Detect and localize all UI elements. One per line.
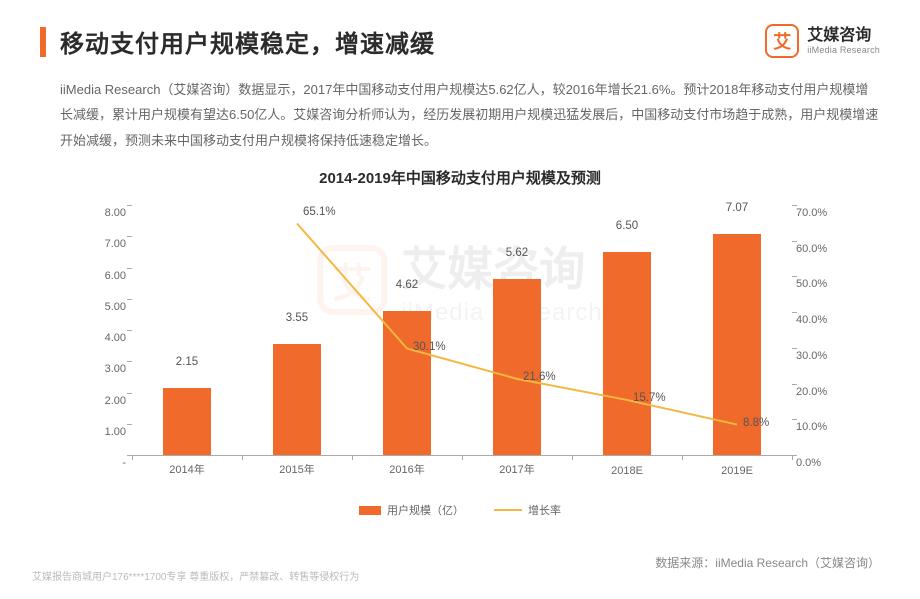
y-left-tick: 2.00 — [92, 395, 126, 407]
page-title: 移动支付用户规模稳定，增速减缓 — [60, 24, 435, 59]
y-right-tick: 70.0% — [796, 207, 836, 219]
y-left-tick: 3.00 — [92, 363, 126, 375]
logo-text-en: iiMedia Research — [807, 45, 880, 55]
plot-area: 2.152014年3.552015年4.622016年5.622017年6.50… — [132, 206, 792, 456]
legend: 用户规模（亿） 增长率 — [40, 502, 880, 518]
logo: 艾 艾媒咨询 iiMedia Research — [765, 24, 880, 58]
bar — [273, 344, 321, 455]
legend-item-line: 增长率 — [494, 502, 561, 518]
x-category-label: 2015年 — [279, 461, 314, 477]
bar-slot: 3.552015年 — [242, 206, 352, 455]
bar — [163, 388, 211, 455]
y-left-tick: 4.00 — [92, 332, 126, 344]
x-category-label: 2017年 — [499, 461, 534, 477]
x-category-label: 2018E — [611, 465, 643, 477]
line-value-label: 15.7% — [633, 392, 666, 404]
logo-icon: 艾 — [765, 24, 799, 58]
y-left-tick: 6.00 — [92, 270, 126, 282]
copyright-notice: 艾媒报告商城用户176****1700专享 尊重版权，严禁篡改、转售等侵权行为 — [32, 568, 359, 583]
bar-value-label: 6.50 — [616, 220, 638, 236]
chart-container: 2014-2019年中国移动支付用户规模及预测 2.152014年3.55201… — [0, 153, 920, 518]
bar-value-label: 5.62 — [506, 247, 528, 263]
y-right-tick: 60.0% — [796, 243, 836, 255]
x-category-label: 2014年 — [169, 461, 204, 477]
chart-plot: 2.152014年3.552015年4.622016年5.622017年6.50… — [60, 196, 860, 496]
description-paragraph: iiMedia Research（艾媒咨询）数据显示，2017年中国移动支付用户… — [0, 59, 920, 153]
x-category-label: 2019E — [721, 465, 753, 477]
y-left-tick: 7.00 — [92, 238, 126, 250]
legend-item-bar: 用户规模（亿） — [359, 502, 464, 518]
bar-value-label: 2.15 — [176, 356, 198, 372]
y-left-tick: 8.00 — [92, 207, 126, 219]
y-right-tick: 0.0% — [796, 457, 836, 469]
bars-layer: 2.152014年3.552015年4.622016年5.622017年6.50… — [132, 206, 792, 455]
y-right-tick: 50.0% — [796, 278, 836, 290]
bar-slot: 4.622016年 — [352, 206, 462, 455]
bar-slot: 7.072019E — [682, 206, 792, 455]
y-right-tick: 30.0% — [796, 350, 836, 362]
legend-swatch-line — [494, 509, 522, 511]
bar-slot: 2.152014年 — [132, 206, 242, 455]
chart-title: 2014-2019年中国移动支付用户规模及预测 — [40, 167, 880, 188]
y-right-tick: 20.0% — [796, 386, 836, 398]
title-accent-bar — [40, 27, 46, 57]
line-value-label: 30.1% — [413, 341, 446, 353]
legend-swatch-bar — [359, 506, 381, 515]
line-value-label: 8.8% — [743, 417, 769, 429]
y-right-tick: 40.0% — [796, 314, 836, 326]
legend-label-line: 增长率 — [528, 502, 561, 518]
legend-label-bar: 用户规模（亿） — [387, 502, 464, 518]
bar-value-label: 7.07 — [726, 202, 748, 218]
header: 移动支付用户规模稳定，增速减缓 艾 艾媒咨询 iiMedia Research — [0, 0, 920, 59]
data-source: 数据来源：iiMedia Research（艾媒咨询） — [655, 554, 880, 571]
bar-slot: 5.622017年 — [462, 206, 572, 455]
bar-value-label: 4.62 — [396, 279, 418, 295]
bar — [493, 279, 541, 455]
logo-text-cn: 艾媒咨询 — [807, 27, 880, 45]
y-left-tick: 1.00 — [92, 426, 126, 438]
y-left-tick: 5.00 — [92, 301, 126, 313]
y-right-tick: 10.0% — [796, 421, 836, 433]
bar — [603, 252, 651, 455]
line-value-label: 65.1% — [303, 206, 336, 218]
bar-slot: 6.502018E — [572, 206, 682, 455]
line-value-label: 21.6% — [523, 371, 556, 383]
x-category-label: 2016年 — [389, 461, 424, 477]
bar — [383, 311, 431, 455]
bar-value-label: 3.55 — [286, 312, 308, 328]
y-left-tick: - — [92, 457, 126, 469]
